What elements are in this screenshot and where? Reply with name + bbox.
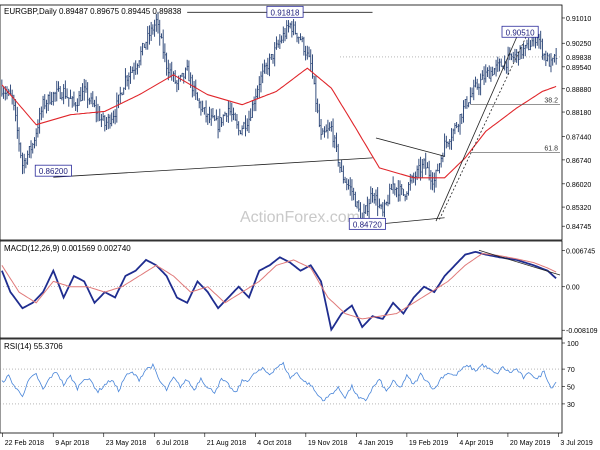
- price-panel-frame: [0, 4, 563, 241]
- macd-line: [1, 250, 557, 332]
- time-tick-label: 20 May 2019: [510, 440, 551, 447]
- price-tick-label: 0.85320: [566, 205, 591, 212]
- macd-lines: [0, 249, 562, 332]
- time-tick-label: 19 Nov 2018: [308, 440, 348, 447]
- callout-box: [501, 25, 539, 38]
- time-tick-label: 4 Apr 2019: [459, 440, 493, 447]
- fib-level-label: 61.8: [544, 146, 558, 153]
- callout-box: [348, 217, 386, 230]
- callout-label: 0.84720: [353, 220, 382, 229]
- fibonacci-levels: 38.2 61.8: [470, 98, 560, 153]
- macd-axis: 0.006745 0.00 -0.008109: [562, 249, 598, 335]
- price-tick-label: 0.90250: [566, 41, 591, 48]
- rsi-panel: 100 70 50 30 RSI(14) 55.3706: [0, 338, 579, 434]
- rsi-tick-label: 100: [567, 341, 579, 348]
- price-tick-label: 0.87440: [566, 135, 591, 142]
- macd-signal-line: [1, 252, 557, 320]
- moving-average-line: [1, 67, 557, 179]
- rsi-header: RSI(14) 55.3706: [4, 342, 63, 351]
- time-tick-label: 21 Aug 2018: [207, 440, 246, 447]
- price-tick-label: 0.88180: [566, 110, 591, 117]
- macd-tick-label: -0.008109: [566, 328, 598, 335]
- price-tick-label: 0.84745: [566, 224, 591, 231]
- price-trendline: [375, 137, 445, 157]
- callout-label: 0.90510: [506, 28, 535, 37]
- price-bars: [1, 11, 558, 227]
- rsi-axis: 100 70 50 30: [562, 341, 579, 409]
- watermark: ActionForex.com: [240, 209, 360, 226]
- macd-panel: 0.006745 0.00 -0.008109 MACD(12,26,9) 0.00…: [0, 240, 598, 339]
- price-trendline: [53, 157, 373, 178]
- time-tick-label: 22 Feb 2018: [5, 440, 44, 447]
- price-tick-label: 0.91010: [566, 16, 591, 23]
- price-panel: 38.2 61.8 0.91818 0.86200 0.84720 0.90510 0.…: [0, 4, 599, 241]
- price-tick-label: 0.86740: [566, 158, 591, 165]
- price-trendline: [435, 37, 518, 222]
- callout-box: [266, 5, 304, 18]
- macd-header: MACD(12,26,9) 0.001569 0.002740: [4, 244, 131, 253]
- time-tick-label: 3 Jul 2019: [560, 440, 592, 447]
- time-tick-label: 4 Jan 2019: [358, 440, 393, 447]
- rsi-tick-label: 70: [567, 367, 575, 374]
- callout-label: 0.91818: [271, 8, 300, 17]
- price-tick-label: 0.89540: [566, 65, 591, 72]
- rsi-lines: [1, 361, 557, 402]
- time-tick-label: 4 Oct 2018: [257, 440, 291, 447]
- macd-trendline: [478, 249, 561, 276]
- macd-tick-label: 0.00: [566, 285, 580, 292]
- rsi-line: [1, 361, 557, 402]
- callout-box: [34, 164, 72, 177]
- time-tick-label: 6 Jul 2018: [156, 440, 188, 447]
- price-tick-label: 0.88880: [566, 87, 591, 94]
- price-axis: 0.84745 0.85320 0.86020 0.86740 0.87440 0.881…: [340, 16, 599, 231]
- price-tick-label: 0.86020: [566, 182, 591, 189]
- macd-tick-label: 0.006745: [566, 249, 595, 256]
- fib-level-label: 38.2: [544, 98, 558, 105]
- price-callouts: 0.91818 0.86200 0.84720 0.90510: [34, 5, 539, 230]
- time-tick-label: 19 Feb 2019: [409, 440, 448, 447]
- time-tick-label: 23 May 2018: [106, 440, 147, 447]
- time-axis: 22 Feb 2018 9 Apr 2018 23 May 2018 6 Jul 20…: [2, 433, 593, 447]
- price-trendline: [375, 217, 445, 225]
- last-price-box: [563, 51, 599, 62]
- symbol-header: EURGBP,Daily 0.89487 0.89675 0.89445 0.8…: [4, 7, 182, 16]
- rsi-panel-frame: [0, 338, 563, 434]
- time-tick-label: 9 Apr 2018: [55, 440, 89, 447]
- macd-panel-frame: [0, 240, 563, 339]
- rsi-tick-label: 50: [567, 385, 575, 392]
- rsi-tick-label: 30: [567, 402, 575, 409]
- last-price-label: 0.89838: [566, 55, 591, 62]
- callout-label: 0.86200: [39, 167, 68, 176]
